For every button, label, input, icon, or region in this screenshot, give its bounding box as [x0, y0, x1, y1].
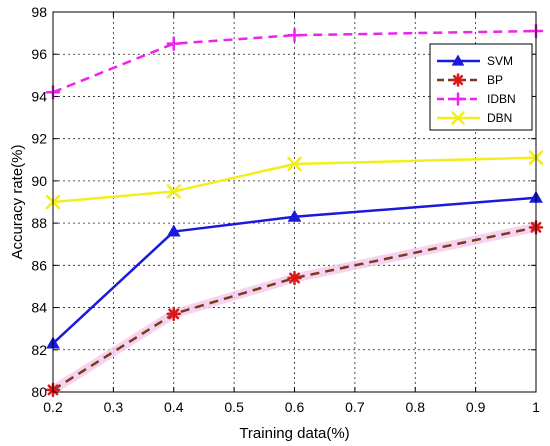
series-dbn — [45, 150, 544, 210]
x-tick-label: 0.5 — [224, 399, 244, 415]
y-tick-label: 92 — [31, 131, 47, 147]
series-idbn-line — [52, 29, 537, 94]
series-idbn-point — [166, 36, 181, 51]
y-tick-label: 94 — [31, 88, 47, 104]
legend-entry-idbn: IDBN — [437, 92, 516, 106]
legend-label-svm: SVM — [487, 54, 513, 68]
series-bp-line — [52, 226, 537, 391]
y-tick-labels: 80 82 84 86 88 90 92 94 96 98 — [31, 4, 47, 400]
series-svm-point — [166, 224, 181, 237]
y-tick-label: 90 — [31, 173, 47, 189]
series-bp-point — [287, 270, 302, 286]
series-lines — [45, 23, 544, 398]
legend-marker-svm — [451, 54, 465, 66]
legend-label-bp: BP — [487, 73, 503, 87]
series-svm-point — [287, 209, 302, 222]
y-tick-label: 96 — [31, 46, 47, 62]
legend-label-dbn: DBN — [487, 111, 512, 125]
series-svm-line — [52, 196, 537, 345]
y-tick-label: 88 — [31, 215, 47, 231]
series-bp — [45, 220, 544, 398]
y-tick-label: 86 — [31, 257, 47, 273]
legend-label-idbn: IDBN — [487, 92, 516, 106]
x-tick-label: 0.4 — [164, 399, 184, 415]
series-idbn-point — [287, 27, 302, 43]
series-dbn-point — [166, 184, 181, 199]
grid — [53, 12, 536, 392]
x-tick-labels: 0.2 0.3 0.4 0.5 0.6 0.7 0.8 0.9 1 — [43, 399, 540, 415]
legend-entry-bp: BP — [437, 73, 503, 87]
x-tick-label: 0.6 — [285, 399, 305, 415]
marker-stroke — [451, 111, 465, 125]
y-axis-label: Accuracy rate(%) — [9, 144, 26, 259]
marker-stroke — [287, 156, 302, 172]
y-tick-label: 80 — [31, 384, 47, 400]
legend: SVM BP IDBN DBN — [429, 43, 533, 131]
x-tick-label: 0.2 — [43, 399, 63, 415]
x-tick-label: 0.7 — [345, 399, 365, 415]
legend-marker-dbn — [451, 111, 465, 125]
marker-stroke — [452, 74, 464, 86]
x-axis-label: Training data(%) — [239, 425, 349, 442]
legend-entry-svm: SVM — [437, 54, 513, 68]
x-tick-label: 0.8 — [406, 399, 426, 415]
series-bp-point — [166, 306, 181, 322]
x-tick-label: 0.9 — [466, 399, 486, 415]
y-tick-label: 98 — [31, 4, 47, 20]
series-dbn-point — [287, 156, 302, 172]
legend-marker-bp — [451, 73, 465, 87]
plot-frame — [52, 11, 537, 393]
legend-box — [429, 43, 533, 131]
series-dbn-line — [52, 156, 537, 204]
marker-stroke — [289, 272, 300, 284]
x-tick-label: 1 — [532, 399, 540, 415]
legend-marker-idbn — [451, 92, 465, 106]
x-tick-label: 0.3 — [104, 399, 124, 415]
series-svm — [46, 190, 543, 349]
y-tick-label: 82 — [31, 342, 47, 358]
legend-entry-dbn: DBN — [437, 111, 512, 125]
y-tick-label: 84 — [31, 300, 47, 316]
marker-stroke — [166, 184, 181, 199]
marker-stroke — [168, 308, 180, 320]
